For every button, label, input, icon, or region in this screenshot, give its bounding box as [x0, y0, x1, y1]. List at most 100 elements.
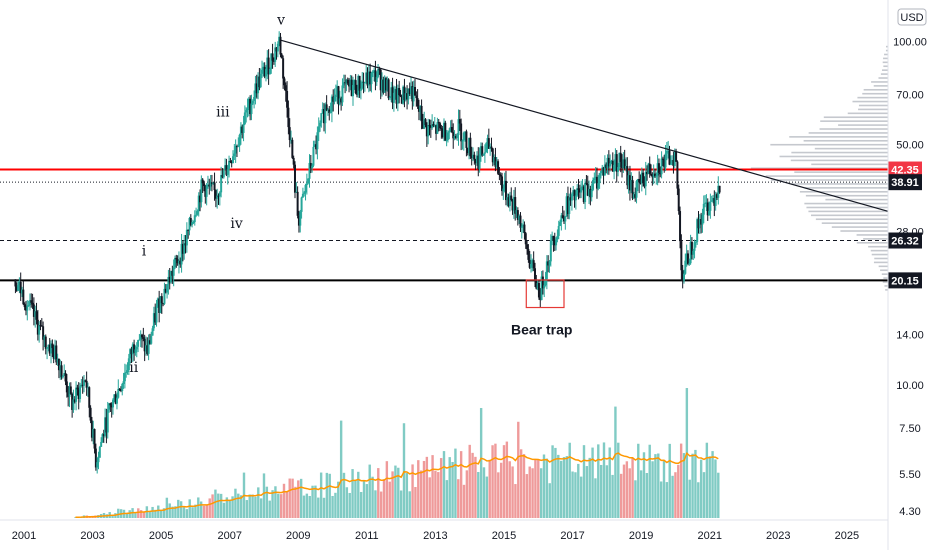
volume-bar: [625, 461, 629, 518]
candle-body: [292, 157, 295, 165]
candle-body: [653, 173, 656, 177]
candle-body: [621, 161, 624, 169]
volume-bar: [451, 462, 454, 518]
candle-body: [610, 160, 613, 164]
volume-bar: [554, 447, 557, 518]
candle-body: [527, 249, 530, 260]
candle-body: [173, 257, 176, 268]
volume-bar: [528, 466, 531, 518]
volume-bar: [542, 454, 546, 518]
candle-body: [55, 345, 58, 363]
candle-body: [387, 79, 390, 99]
candle-body: [75, 387, 78, 402]
candle-body: [369, 71, 372, 85]
candle-body: [220, 174, 223, 193]
candle-body: [375, 76, 378, 83]
volume-profile-bar: [765, 175, 888, 177]
candle-body: [163, 288, 166, 304]
candle-body: [432, 124, 435, 127]
candle-body: [429, 125, 432, 128]
volume-bar: [511, 466, 514, 518]
candle-body: [512, 197, 515, 211]
volume-bar: [668, 443, 671, 518]
candle-body: [552, 235, 555, 241]
candle-body: [65, 381, 68, 393]
candle-body: [313, 144, 316, 147]
candle-body: [191, 222, 194, 225]
candle-body: [246, 108, 249, 111]
candle-body: [483, 152, 486, 154]
volume-bar: [662, 459, 666, 518]
candle-body: [540, 276, 543, 301]
volume-bar: [551, 445, 554, 518]
candle-body: [303, 192, 306, 194]
candle-body: [105, 417, 108, 433]
candle-body: [146, 345, 149, 354]
volume-bar: [159, 510, 163, 518]
candle-body: [665, 151, 668, 154]
candle-body: [396, 87, 399, 104]
candle-body: [118, 388, 121, 390]
candle-body: [446, 132, 449, 140]
volume-profile-bar: [878, 265, 888, 268]
candle-body: [199, 195, 202, 203]
wave-label: iii: [216, 104, 230, 120]
candle-body: [718, 185, 721, 193]
volume-profile-bar: [825, 198, 888, 201]
candle-body: [516, 210, 519, 220]
candle-body: [241, 126, 244, 133]
candle-body: [652, 173, 655, 178]
candle-body: [528, 259, 531, 268]
volume-bar: [191, 507, 194, 518]
candle-body: [609, 163, 612, 167]
candle-body: [73, 399, 76, 402]
candle-body: [162, 303, 165, 305]
x-tick-label: 2023: [766, 530, 790, 542]
level-badge: [888, 174, 922, 191]
volume-bar: [717, 472, 720, 518]
candle-body: [702, 203, 705, 215]
candle-body: [97, 457, 100, 463]
candle-body: [657, 163, 660, 173]
candle-body: [109, 403, 112, 406]
candle-body: [290, 139, 293, 141]
volume-bar: [491, 445, 494, 518]
candle-body: [618, 152, 621, 168]
candle-body: [531, 260, 534, 264]
candle-body: [137, 340, 140, 347]
candle-body: [424, 119, 427, 126]
candle-body: [286, 91, 289, 108]
candle-body: [522, 224, 525, 227]
candle-body: [660, 158, 663, 175]
volume-bar: [508, 461, 511, 518]
volume-profile-bar: [884, 53, 888, 56]
candle-body: [345, 79, 348, 84]
candle-body: [580, 187, 583, 193]
volume-bar: [651, 461, 654, 518]
candle-body: [566, 196, 569, 215]
volume-bar: [519, 449, 523, 518]
volume-profile-bar: [885, 49, 888, 52]
candle-body: [622, 159, 625, 169]
volume-bar: [257, 487, 260, 518]
candle-body: [100, 441, 103, 447]
candle-body: [106, 409, 109, 433]
candle-body: [599, 170, 602, 174]
candle-body: [448, 131, 451, 133]
candle-body: [478, 154, 481, 169]
volume-bar: [385, 461, 389, 518]
candle-body: [559, 222, 562, 226]
candle-body: [617, 167, 620, 172]
candle-body: [338, 98, 341, 105]
candle-body: [235, 146, 238, 148]
candle-body: [214, 190, 217, 199]
x-tick-label: 2013: [423, 530, 447, 542]
volume-bar: [142, 512, 146, 518]
candle-body: [35, 311, 38, 320]
volume-bar: [111, 514, 114, 518]
candle-body: [321, 109, 324, 114]
candle-body: [659, 172, 662, 175]
candle-body: [39, 325, 42, 327]
